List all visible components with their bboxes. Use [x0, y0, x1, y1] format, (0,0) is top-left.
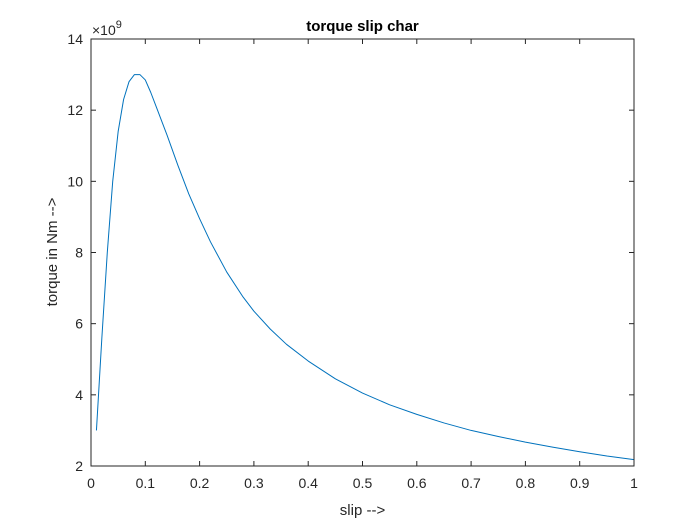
y-tick-label: 2: [75, 458, 83, 474]
x-tick-label: 0.6: [407, 475, 427, 491]
y-axis-label: torque in Nm -->: [44, 197, 61, 306]
y-exponent-power: 9: [116, 19, 122, 31]
x-tick-label: 0.8: [516, 475, 536, 491]
x-tick-label: 0.3: [244, 475, 264, 491]
y-tick-label: 10: [67, 173, 83, 189]
x-tick-label: 1: [630, 475, 638, 491]
y-tick-label: 6: [75, 316, 83, 332]
x-tick-label: 0.5: [353, 475, 373, 491]
chart-title: torque slip char: [306, 18, 419, 35]
plot-background: [91, 39, 634, 466]
y-exponent-base: ×10: [92, 22, 116, 38]
x-tick-label: 0.9: [570, 475, 590, 491]
y-tick-label: 14: [67, 31, 83, 47]
x-tick-label: 0.1: [136, 475, 156, 491]
x-tick-label: 0: [87, 475, 95, 491]
axes-box: [90, 38, 635, 467]
y-tick-label: 4: [75, 387, 83, 403]
series-line: [95, 74, 635, 461]
y-tick-label: 8: [75, 245, 83, 261]
y-tick-label: 12: [67, 102, 83, 118]
x-tick-label: 0.4: [298, 475, 318, 491]
x-tick-label: 0.2: [190, 475, 210, 491]
y-exponent-multiplier: ×109: [92, 19, 122, 38]
series-layer: [95, 74, 635, 461]
x-tick-label: 0.7: [461, 475, 481, 491]
x-axis-label: slip -->: [340, 502, 386, 519]
